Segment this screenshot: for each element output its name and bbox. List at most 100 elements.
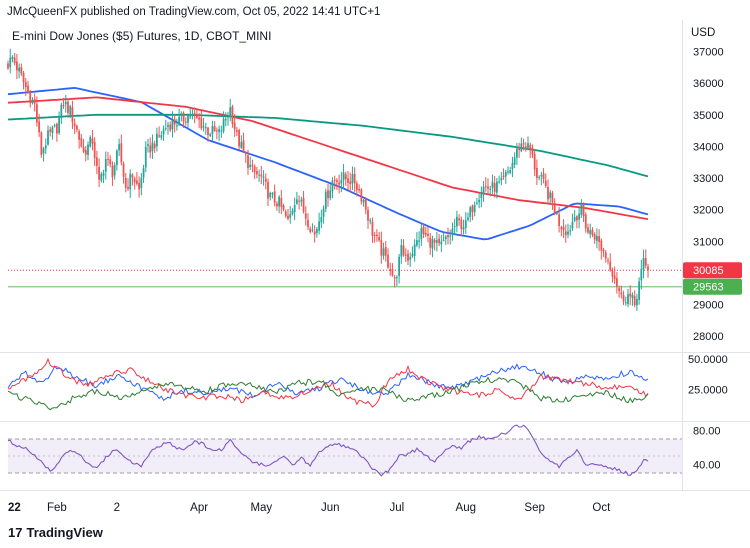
- candle-body[interactable]: [269, 192, 272, 198]
- candle-body[interactable]: [82, 146, 85, 152]
- candle-body[interactable]: [331, 180, 334, 192]
- candle-body[interactable]: [275, 203, 278, 207]
- candle-body[interactable]: [100, 174, 103, 181]
- candle-body[interactable]: [109, 159, 112, 165]
- candle-body[interactable]: [540, 175, 543, 177]
- candle-body[interactable]: [635, 299, 638, 306]
- candle-body[interactable]: [602, 249, 605, 252]
- candle-body[interactable]: [440, 241, 443, 245]
- candle-body[interactable]: [593, 234, 596, 240]
- candle-body[interactable]: [642, 258, 645, 270]
- candle-body[interactable]: [395, 277, 398, 279]
- candle-body[interactable]: [235, 130, 238, 132]
- candle-body[interactable]: [49, 129, 52, 132]
- candle-body[interactable]: [11, 56, 14, 59]
- candle-body[interactable]: [40, 132, 43, 155]
- candle-body[interactable]: [138, 182, 141, 190]
- candle-body[interactable]: [89, 137, 92, 147]
- candle-body[interactable]: [107, 158, 109, 160]
- candle-body[interactable]: [93, 141, 96, 158]
- candle-body[interactable]: [378, 236, 381, 241]
- candle-body[interactable]: [200, 117, 203, 129]
- candle-body[interactable]: [300, 199, 303, 202]
- candle-body[interactable]: [13, 57, 16, 64]
- candle-body[interactable]: [595, 236, 598, 241]
- candle-body[interactable]: [22, 73, 25, 83]
- candle-body[interactable]: [244, 152, 247, 155]
- candle-body[interactable]: [460, 219, 463, 230]
- candle-body[interactable]: [91, 138, 94, 144]
- candle-body[interactable]: [582, 203, 585, 217]
- candle-body[interactable]: [435, 240, 438, 243]
- candle-body[interactable]: [111, 165, 114, 178]
- candle-body[interactable]: [451, 228, 454, 234]
- candle-body[interactable]: [342, 172, 345, 181]
- candle-body[interactable]: [124, 177, 127, 188]
- candle-body[interactable]: [207, 127, 209, 135]
- candle-body[interactable]: [35, 104, 38, 123]
- candle-body[interactable]: [204, 127, 207, 129]
- candle-body[interactable]: [287, 215, 289, 219]
- candle-body[interactable]: [349, 181, 352, 185]
- candle-body[interactable]: [318, 221, 321, 231]
- candle-body[interactable]: [189, 116, 192, 118]
- candle-body[interactable]: [169, 124, 172, 131]
- candle-body[interactable]: [371, 221, 374, 236]
- candle-body[interactable]: [304, 213, 307, 219]
- candle-body[interactable]: [215, 130, 218, 132]
- candle-body[interactable]: [551, 192, 554, 203]
- candle-body[interactable]: [67, 101, 69, 114]
- candle-body[interactable]: [311, 229, 314, 231]
- candle-body[interactable]: [611, 270, 614, 277]
- candle-body[interactable]: [29, 90, 32, 104]
- candle-body[interactable]: [420, 227, 423, 240]
- candle-body[interactable]: [502, 176, 505, 178]
- candle-body[interactable]: [571, 221, 574, 229]
- candle-body[interactable]: [227, 116, 229, 118]
- candle-body[interactable]: [71, 107, 74, 123]
- candle-body[interactable]: [202, 126, 205, 128]
- candle-body[interactable]: [20, 67, 23, 74]
- candle-body[interactable]: [42, 148, 45, 154]
- candle-body[interactable]: [504, 171, 507, 177]
- candle-body[interactable]: [75, 125, 78, 130]
- candle-body[interactable]: [415, 240, 418, 246]
- candle-body[interactable]: [178, 116, 181, 125]
- candle-body[interactable]: [231, 106, 234, 125]
- candle-body[interactable]: [640, 268, 643, 281]
- candle-body[interactable]: [567, 231, 569, 235]
- candle-body[interactable]: [7, 63, 9, 69]
- candle-body[interactable]: [164, 128, 167, 130]
- candle-body[interactable]: [409, 256, 412, 260]
- candle-body[interactable]: [182, 112, 185, 122]
- candle-body[interactable]: [18, 67, 21, 72]
- candle-body[interactable]: [627, 294, 629, 305]
- candle-body[interactable]: [291, 210, 294, 215]
- candle-body[interactable]: [282, 205, 285, 210]
- candle-body[interactable]: [487, 186, 489, 189]
- candle-body[interactable]: [480, 193, 483, 199]
- candle-body[interactable]: [433, 239, 436, 243]
- candle-body[interactable]: [387, 254, 389, 268]
- candle-body[interactable]: [27, 85, 29, 93]
- candle-body[interactable]: [455, 216, 458, 227]
- candle-body[interactable]: [218, 129, 221, 133]
- candle-body[interactable]: [211, 126, 214, 135]
- candle-body[interactable]: [295, 199, 298, 204]
- candle-body[interactable]: [489, 188, 492, 190]
- candle-body[interactable]: [391, 269, 394, 276]
- candle-body[interactable]: [95, 157, 98, 166]
- candle-body[interactable]: [53, 125, 56, 127]
- candle-body[interactable]: [353, 173, 356, 184]
- candle-body[interactable]: [58, 117, 61, 134]
- candle-body[interactable]: [620, 292, 623, 295]
- candle-body[interactable]: [129, 173, 132, 190]
- candle-body[interactable]: [80, 138, 83, 147]
- candle-body[interactable]: [507, 171, 509, 173]
- candle-body[interactable]: [9, 57, 12, 68]
- candle-body[interactable]: [364, 198, 367, 210]
- candle-body[interactable]: [591, 229, 594, 236]
- candle-body[interactable]: [493, 183, 496, 192]
- candle-body[interactable]: [629, 293, 632, 297]
